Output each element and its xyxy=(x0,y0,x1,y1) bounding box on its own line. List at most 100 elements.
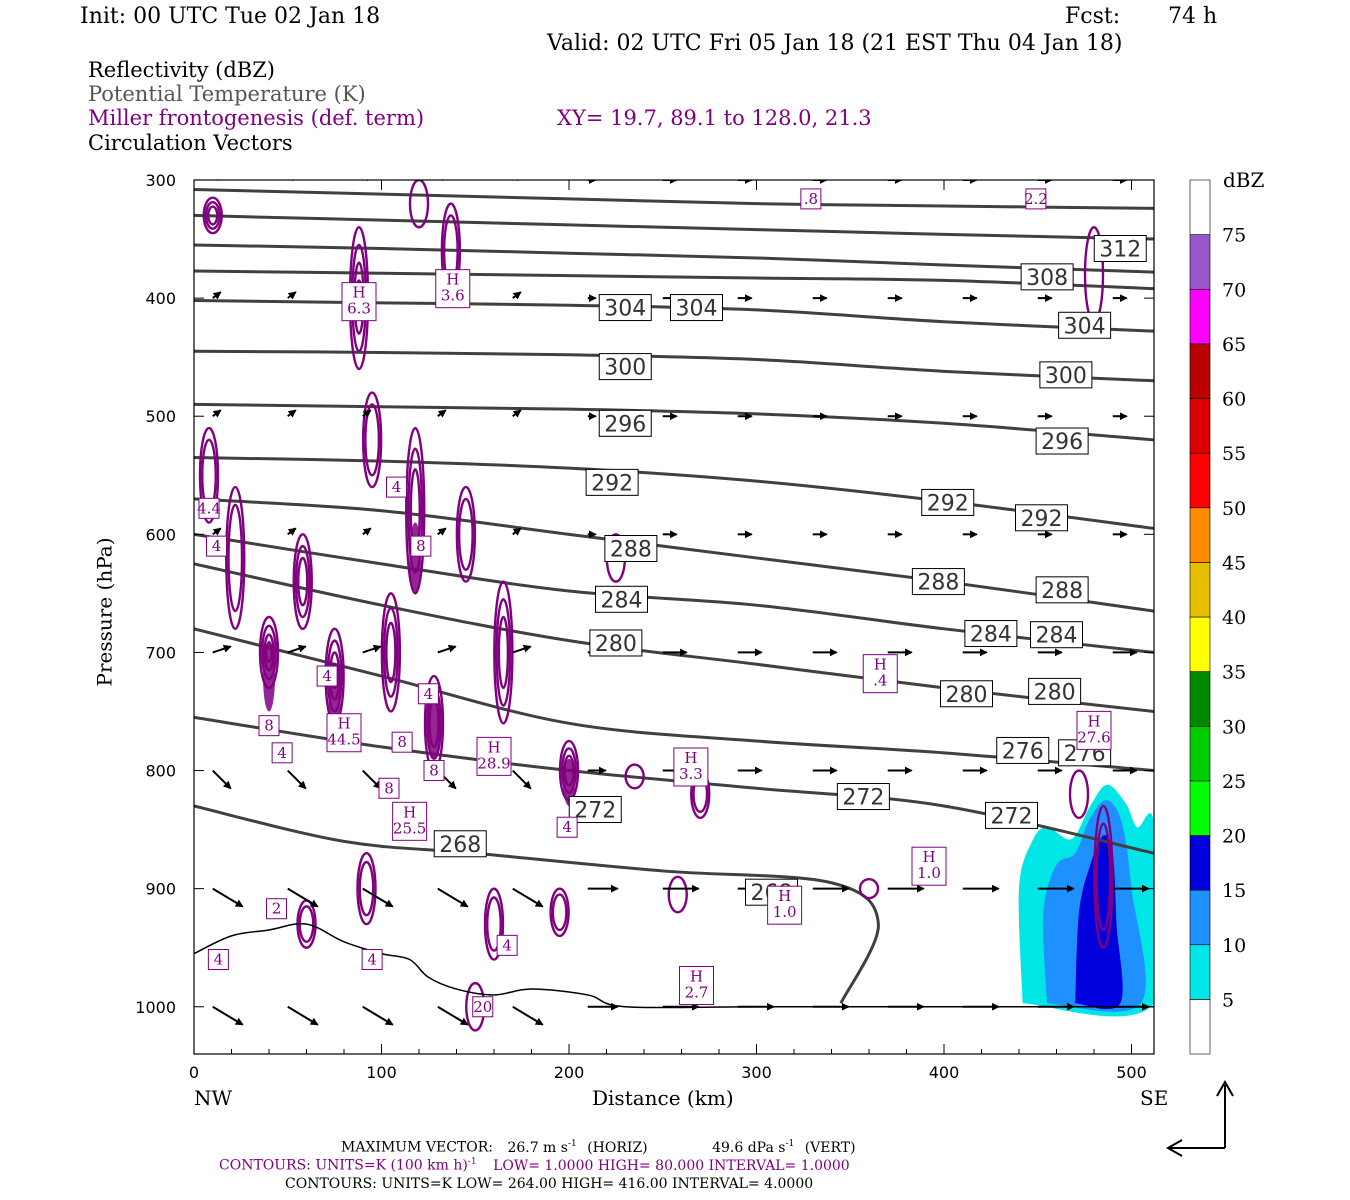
theta-label-292: 292 xyxy=(1021,507,1063,532)
theta-label-box xyxy=(568,796,622,824)
theta-label-296: 296 xyxy=(604,412,646,437)
theta-label-304: 304 xyxy=(1064,314,1106,339)
fronto-label: H xyxy=(874,656,887,674)
fronto-label-box xyxy=(326,713,362,753)
colorbar-segment xyxy=(1189,288,1211,345)
colorbar-label: 25 xyxy=(1222,771,1246,793)
fronto-label-box xyxy=(341,282,377,322)
circulation-vector xyxy=(212,409,222,418)
circulation-vector xyxy=(437,644,457,654)
colorbar-label: 20 xyxy=(1222,826,1246,848)
fronto-cell-contour xyxy=(483,887,505,961)
fronto-core xyxy=(263,640,275,712)
fronto-cell-contour xyxy=(385,621,397,684)
valid-time: Valid: 02 UTC Fri 05 Jan 18 (21 EST Thu … xyxy=(547,31,1123,56)
theta-label-box xyxy=(1028,677,1082,705)
fronto-label-box xyxy=(1025,188,1047,210)
theta-contour-312 xyxy=(194,187,1154,210)
fronto-core xyxy=(428,687,440,759)
max-vector-label: MAXIMUM VECTOR: xyxy=(341,1139,493,1156)
fronto-cell-contour xyxy=(1093,804,1114,949)
colorbar-label: 35 xyxy=(1222,662,1246,684)
theta-label-box xyxy=(1030,621,1083,649)
y-tick-label: 600 xyxy=(145,525,176,544)
fronto-label-box xyxy=(911,846,947,886)
circulation-vector xyxy=(437,887,469,908)
fronto-cell-contour xyxy=(1095,822,1112,932)
fronto-cell-contour xyxy=(207,205,219,226)
theta-label-284: 284 xyxy=(970,623,1012,648)
colorbar: 5 10 15 20 25 30 35 40 45 50 55 60 65 70 75 xyxy=(1189,179,1246,1055)
fronto-label: 1.0 xyxy=(773,903,797,921)
x-axis-label: Distance (km) xyxy=(592,1086,734,1110)
colorbar-segment xyxy=(1189,671,1211,727)
theta-contours xyxy=(194,187,1154,1004)
theta-label-box xyxy=(595,585,648,613)
fronto-label-box xyxy=(258,715,280,737)
fronto-label-box xyxy=(862,654,898,694)
theta-label-box xyxy=(836,783,890,811)
y-tick-label: 1000 xyxy=(135,998,176,1017)
theta-label-box xyxy=(670,294,723,322)
theta-label-272: 272 xyxy=(574,799,616,824)
max-vector-horiz-tag: (HORIZ) xyxy=(587,1139,648,1156)
fronto-label: 8 xyxy=(416,537,426,555)
y-tick-label: 300 xyxy=(145,171,176,190)
colorbar-segment xyxy=(1189,179,1211,235)
theta-label-box xyxy=(1020,263,1074,291)
fronto-label: H xyxy=(778,887,791,905)
fronto-cell-contour xyxy=(667,875,688,914)
circulation-vector xyxy=(212,644,232,654)
fronto-label: 4 xyxy=(424,685,434,703)
theta-label-280: 280 xyxy=(1034,680,1076,705)
theta-label-box xyxy=(1035,427,1089,455)
theta-label-box xyxy=(433,830,487,858)
fronto-label: 44.5 xyxy=(327,731,360,749)
theta-label-288: 288 xyxy=(610,537,652,562)
fronto-label: 8 xyxy=(397,733,407,751)
fronto-label: 4 xyxy=(322,667,332,685)
fronto-label-box xyxy=(1076,710,1112,750)
fronto-label: H xyxy=(690,967,703,985)
axes: 0 100 200 300 400 500 300 400 500 600 700 800 900 100… xyxy=(135,171,1154,1082)
fronto-label-box xyxy=(316,665,338,687)
circulation-vector xyxy=(512,1005,544,1026)
fronto-label-box xyxy=(472,996,494,1018)
fronto-label-box xyxy=(198,497,220,519)
fronto-label: H xyxy=(684,749,697,767)
y-tick-label: 700 xyxy=(145,643,176,662)
fronto-cell-contour xyxy=(227,503,244,613)
fronto-label-box xyxy=(207,949,229,971)
theta-label-box xyxy=(598,294,652,322)
fronto-label: .4 xyxy=(873,672,887,690)
theta-label-284: 284 xyxy=(601,588,643,613)
fronto-core xyxy=(563,758,575,806)
fronto-label: 2.7 xyxy=(685,983,709,1001)
fronto-label-box xyxy=(679,965,714,1005)
theta-label-288: 288 xyxy=(1041,579,1083,604)
theta-label-box xyxy=(598,353,652,381)
fronto-label-box xyxy=(767,885,803,925)
fronto-label-box xyxy=(391,731,413,753)
se-label: SE xyxy=(1140,1086,1169,1110)
circulation-vector xyxy=(212,1005,244,1026)
fronto-cell-contour xyxy=(204,200,221,230)
circulation-vector xyxy=(362,1005,394,1026)
circulation-vector xyxy=(512,527,522,536)
circulation-vector xyxy=(512,291,522,300)
circulation-vector xyxy=(362,769,382,790)
init-time: Init: 00 UTC Tue 02 Jan 18 xyxy=(80,4,381,29)
circulation-vector xyxy=(212,291,222,300)
circulation-vector xyxy=(287,409,297,418)
contours1-b: LOW= 1.0000 HIGH= 80.000 INTERVAL= 1.000… xyxy=(493,1157,850,1174)
fronto-label: 8 xyxy=(384,779,394,797)
circulation-vector xyxy=(362,644,382,654)
colorbar-label: 50 xyxy=(1222,498,1246,520)
colorbar-segment xyxy=(1189,725,1211,782)
theta-contour-268 xyxy=(194,804,880,1004)
circulation-vector xyxy=(287,769,307,790)
max-vector-vert-exp: -1 xyxy=(785,1139,795,1149)
circulation-vector xyxy=(437,409,447,418)
fronto-cell-contour xyxy=(198,426,220,524)
legend-theta: Potential Temperature (K) xyxy=(88,82,366,106)
